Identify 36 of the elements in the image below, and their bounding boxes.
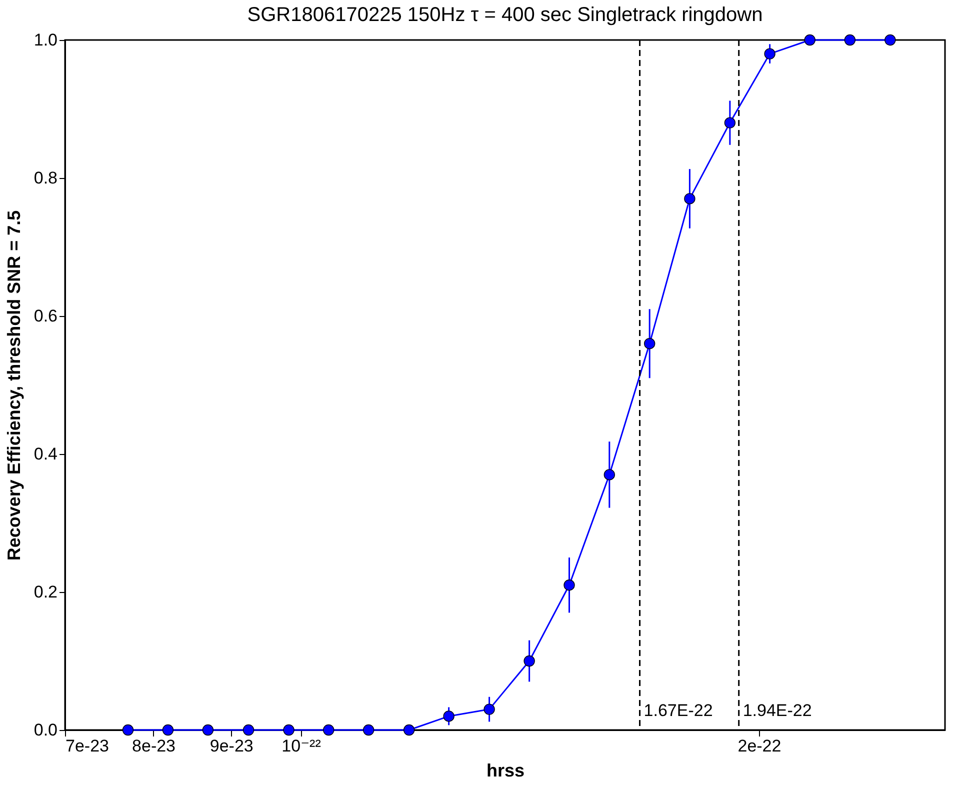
ref-line-label: 1.94E-22	[742, 701, 812, 720]
point	[242, 724, 254, 736]
x-tick-label: 9e-23	[210, 736, 254, 756]
x-tick-label: 2e-22	[738, 736, 782, 756]
x-axis-title: hrss	[486, 760, 525, 780]
point	[884, 34, 896, 46]
point	[484, 704, 495, 715]
x-tick-label: 8e-23	[132, 736, 176, 756]
point	[764, 48, 776, 60]
y-tick-label: 1.0	[34, 30, 58, 50]
point	[564, 580, 575, 591]
y-tick-label: 0.0	[34, 720, 58, 740]
point	[202, 724, 214, 736]
point	[804, 34, 816, 46]
point	[162, 724, 174, 736]
y-tick-label: 0.6	[34, 306, 58, 326]
point	[844, 34, 856, 46]
point	[443, 710, 454, 722]
point	[122, 724, 134, 736]
y-tick-label: 0.4	[34, 444, 58, 464]
ref-line-label: 1.67E-22	[644, 701, 713, 720]
point	[283, 724, 294, 736]
point	[684, 193, 696, 204]
point	[604, 469, 615, 480]
y-tick-label: 0.8	[34, 168, 58, 188]
point	[524, 655, 535, 667]
point	[362, 724, 374, 736]
chart-title: SGR1806170225 150Hz τ = 400 sec Singletrack ringdown	[247, 4, 763, 26]
point	[724, 117, 736, 128]
point	[644, 338, 656, 350]
x-tick-label: 7e-23	[66, 736, 109, 756]
point	[403, 724, 415, 736]
y-tick-label: 0.2	[34, 582, 58, 602]
point	[323, 724, 334, 736]
x-tick-label: 10⁻²²	[282, 736, 322, 756]
y-axis-title: Recovery Efficiency, threshold SNR = 7.5	[4, 210, 24, 561]
